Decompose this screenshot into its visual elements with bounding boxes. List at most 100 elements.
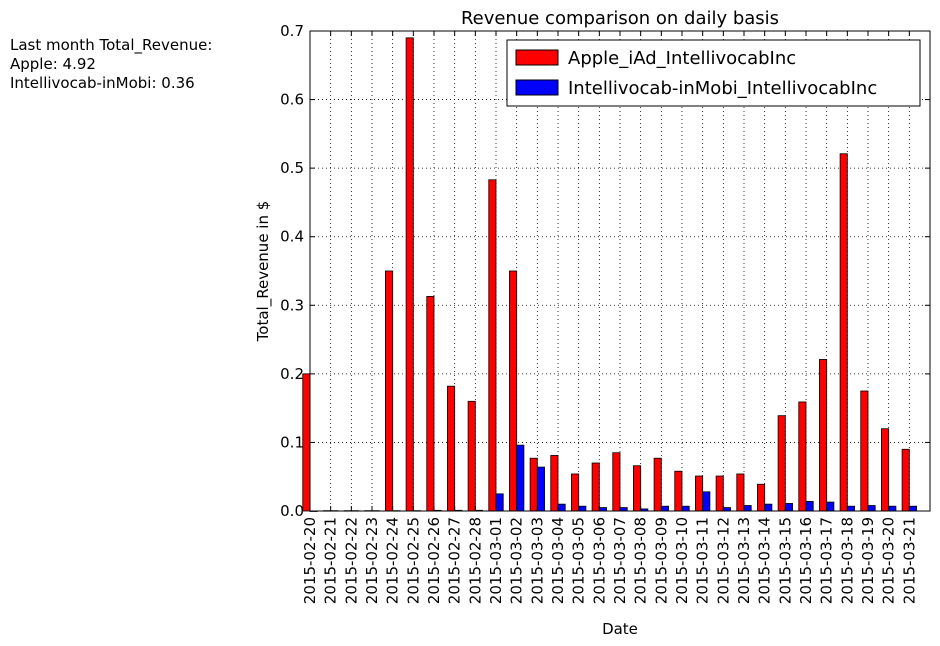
apple-bar: [509, 270, 518, 512]
inmobi-bar: [722, 507, 731, 512]
chart-title: Revenue comparison on daily basis: [461, 8, 779, 29]
x-tick-label: 2015-03-17: [818, 517, 836, 604]
apple-bar: [839, 153, 848, 512]
inmobi-bar: [743, 505, 752, 512]
apple-bar: [529, 457, 538, 512]
x-tick-label: 2015-03-19: [859, 517, 877, 604]
inmobi-bar: [495, 493, 504, 512]
inmobi-bar: [846, 505, 855, 512]
inmobi-bar: [619, 507, 628, 512]
inmobi-bar: [681, 505, 690, 512]
y-tick-label: 0.7: [280, 22, 304, 40]
apple-bar: [777, 415, 786, 512]
inmobi-bar: [598, 507, 607, 512]
legend: Apple_iAd_IntellivocabInc Intellivocab-in…: [506, 39, 921, 107]
x-tick-label: 2015-03-07: [611, 517, 629, 604]
inmobi-bar: [516, 444, 525, 512]
y-tick-label: 0.5: [280, 159, 304, 177]
x-tick-label: 2015-03-11: [694, 517, 712, 604]
inmobi-bar: [805, 500, 814, 512]
x-tick-label: 2015-02-20: [301, 517, 319, 604]
bar-marks: [302, 37, 917, 512]
inmobi-bar: [764, 503, 773, 512]
y-tick-label: 0.6: [280, 91, 304, 109]
x-tick-label: 2015-03-03: [528, 517, 546, 604]
apple-bar: [571, 473, 580, 512]
y-tick-label: 0.2: [280, 365, 304, 383]
x-tick-label: 2015-03-12: [714, 517, 732, 604]
x-tick-label: 2015-03-20: [880, 517, 898, 604]
apple-bar: [819, 359, 828, 512]
y-axis-title: Total_Revenue in $: [254, 201, 273, 343]
apple-bar: [881, 428, 890, 512]
apple-bar: [405, 37, 414, 512]
inmobi-bar: [908, 505, 917, 512]
legend-label: Apple_iAd_IntellivocabInc: [568, 48, 796, 69]
inmobi-bar: [536, 466, 545, 512]
legend-box: [506, 39, 921, 107]
x-tick-label: 2015-03-02: [508, 517, 526, 604]
inmobi-bar: [784, 503, 793, 512]
inmobi-bar: [660, 505, 669, 512]
inmobi-bar: [867, 505, 876, 512]
summary-apple-total: Apple: 4.92: [10, 55, 96, 73]
inmobi-bar: [888, 505, 897, 512]
y-tick-label: 0.3: [280, 296, 304, 314]
apple-bar: [860, 390, 869, 512]
x-tick-label: 2015-02-26: [425, 517, 443, 604]
x-tick-label: 2015-03-16: [797, 517, 815, 604]
apple-bar: [385, 270, 394, 512]
apple-bar: [467, 400, 476, 512]
apple-bar: [488, 179, 497, 512]
apple-bar: [591, 462, 600, 512]
apple-bar: [653, 457, 662, 512]
apple-bar: [674, 470, 683, 512]
apple-bar: [798, 401, 807, 512]
apple-bar: [633, 465, 642, 512]
inmobi-bar: [578, 505, 587, 512]
y-tick-label: 0.1: [280, 433, 304, 451]
legend-label: Intellivocab-inMobi_IntellivocabInc: [568, 78, 877, 99]
legend-swatch: [515, 79, 559, 96]
inmobi-bar: [557, 503, 566, 512]
x-tick-label: 2015-03-06: [590, 517, 608, 604]
x-tick-label: 2015-02-27: [446, 517, 464, 604]
x-tick-label: 2015-02-21: [322, 517, 340, 604]
x-tick-label: 2015-02-23: [363, 517, 381, 604]
summary-text-block: Last month Total_Revenue: Apple: 4.92 In…: [10, 36, 212, 93]
apple-bar: [447, 385, 456, 512]
inmobi-bar: [702, 491, 711, 512]
apple-bar: [736, 473, 745, 512]
legend-swatch: [515, 49, 559, 66]
apple-bar: [426, 295, 435, 512]
x-tick-label: 2015-03-04: [549, 517, 567, 604]
y-tick-label: 0.0: [280, 502, 304, 520]
apple-bar: [757, 483, 766, 512]
x-tick-label: 2015-02-25: [404, 517, 422, 604]
y-tick-label: 0.4: [280, 228, 304, 246]
x-tick-label: 2015-02-28: [466, 517, 484, 604]
x-tick-label: 2015-03-01: [487, 517, 505, 604]
x-tick-label: 2015-03-14: [756, 517, 774, 604]
x-tick-label: 2015-03-15: [776, 517, 794, 604]
x-tick-label: 2015-02-22: [342, 517, 360, 604]
axis-ticks: [309, 30, 930, 512]
x-tick-label: 2015-03-21: [900, 517, 918, 604]
inmobi-bar: [826, 501, 835, 512]
x-tick-label: 2015-03-13: [735, 517, 753, 604]
summary-heading: Last month Total_Revenue:: [10, 36, 213, 54]
x-tick-label: 2015-03-08: [632, 517, 650, 604]
x-tick-label: 2015-03-10: [673, 517, 691, 604]
x-tick-label: 2015-03-09: [652, 517, 670, 604]
apple-bar: [550, 455, 559, 512]
x-tick-label: 2015-03-05: [570, 517, 588, 604]
apple-bar: [612, 452, 621, 512]
apple-bar: [715, 475, 724, 512]
x-tick-label: 2015-02-24: [384, 517, 402, 604]
x-axis-title: Date: [602, 620, 638, 638]
x-tick-label: 2015-03-18: [838, 517, 856, 604]
apple-bar: [901, 448, 910, 512]
summary-inmobi-total: Intellivocab-inMobi: 0.36: [10, 74, 195, 92]
